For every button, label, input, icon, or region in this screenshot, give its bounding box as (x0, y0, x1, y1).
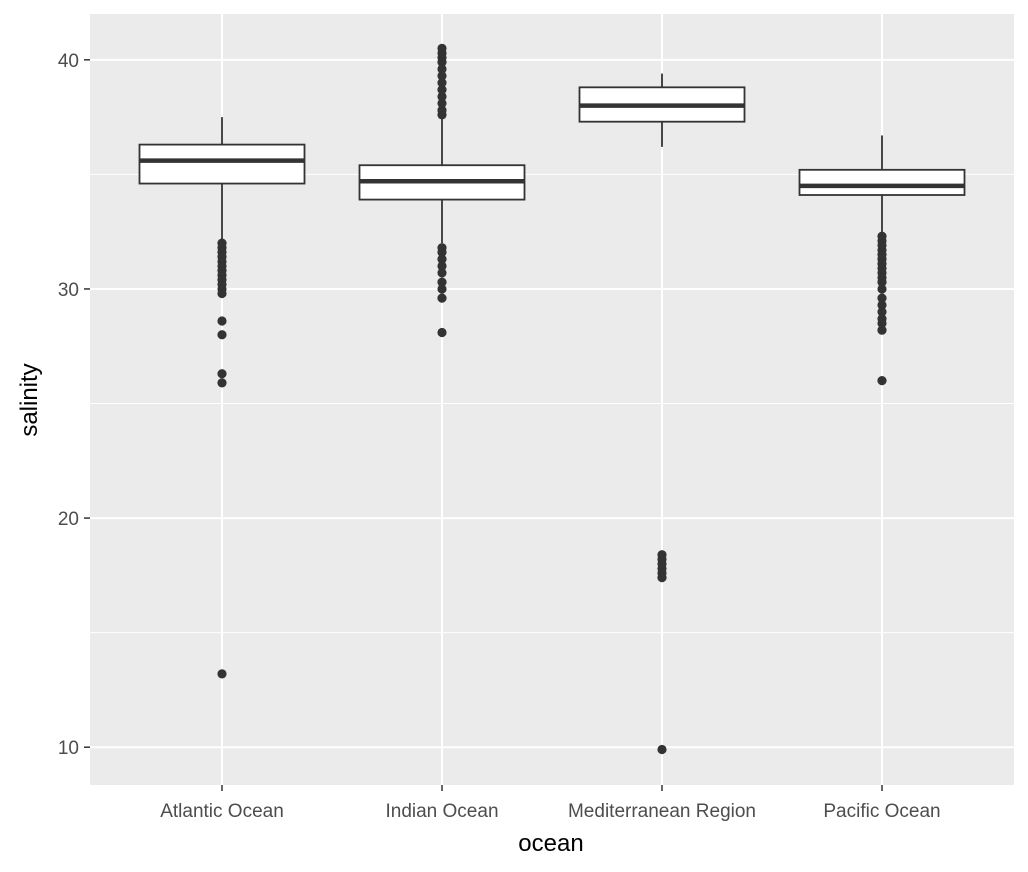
outlier-point (877, 277, 887, 287)
outlier-point (877, 307, 887, 317)
box-iqr (138, 143, 306, 185)
x-tick-label: Mediterranean Region (568, 801, 756, 822)
box-layer (138, 43, 966, 755)
outlier-point (877, 375, 887, 386)
outlier-point (437, 85, 447, 95)
box-group (798, 135, 966, 386)
outlier-point (437, 254, 447, 264)
outlier-point (437, 247, 447, 257)
outlier-point (217, 369, 227, 379)
x-axis-title: ocean (518, 830, 583, 857)
x-tick-label: Atlantic Ocean (160, 801, 284, 822)
outlier-point (437, 71, 447, 81)
outlier-point (217, 288, 227, 299)
outlier-point (437, 327, 447, 338)
outlier-point (437, 110, 447, 120)
outlier-point (877, 318, 887, 328)
y-tick-label: 30 (58, 280, 79, 301)
x-tick-label: Indian Ocean (385, 801, 498, 822)
outlier-point (437, 64, 447, 74)
outlier-point (877, 325, 887, 335)
y-tick-label: 40 (58, 51, 79, 72)
outlier-point (217, 378, 227, 388)
box-iqr (798, 168, 966, 196)
outlier-point (877, 284, 887, 294)
outlier-point (437, 98, 447, 108)
outlier-point (437, 57, 447, 67)
outlier-point (437, 277, 447, 287)
y-tick-label: 20 (58, 509, 79, 530)
y-axis-title: salinity (16, 363, 43, 436)
outlier-point (437, 293, 447, 303)
outlier-point (437, 78, 447, 88)
y-tick-label: 10 (58, 738, 79, 759)
outlier-point (437, 261, 447, 271)
x-tick-label: Pacific Ocean (823, 801, 940, 822)
box-group (138, 117, 306, 679)
outlier-point (437, 91, 447, 102)
outlier-point (657, 573, 667, 583)
outlier-point (217, 669, 227, 679)
outlier-point (437, 284, 447, 294)
outlier-point (877, 293, 887, 303)
box-group (358, 43, 526, 338)
outlier-point (877, 300, 887, 310)
outlier-point (657, 744, 667, 755)
box-group (578, 73, 746, 755)
outlier-point (217, 330, 227, 340)
axis-layer: 10 20 30 40 Atlantic Ocean Indian Ocean Medite… (58, 51, 941, 822)
outlier-point (437, 268, 447, 278)
outlier-point (217, 316, 227, 326)
plot-panel (90, 14, 1014, 785)
